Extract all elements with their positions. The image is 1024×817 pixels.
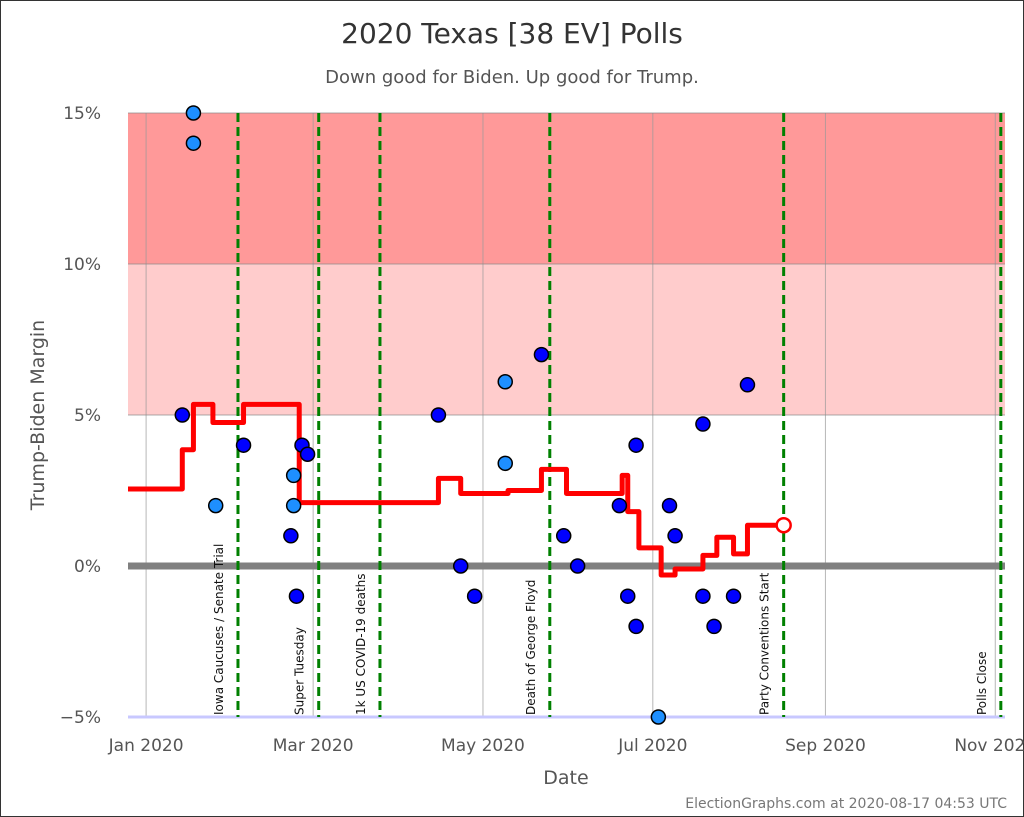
poll-point bbox=[283, 528, 299, 544]
event-label: Polls Close bbox=[975, 651, 989, 715]
y-tick-label: 15% bbox=[63, 104, 101, 124]
poll-point bbox=[466, 588, 483, 604]
y-tick-label: −5% bbox=[60, 708, 101, 728]
average-endpoint bbox=[775, 516, 792, 534]
poll-point bbox=[174, 407, 191, 423]
event-label: Party Conventions Start bbox=[758, 572, 772, 715]
poll-point bbox=[285, 497, 302, 514]
poll-point bbox=[725, 588, 742, 604]
poll-point bbox=[299, 446, 316, 463]
poll-point bbox=[285, 467, 302, 484]
x-tick-label: May 2020 bbox=[441, 736, 525, 756]
x-tick-label: Sep 2020 bbox=[785, 736, 866, 756]
poll-point bbox=[650, 709, 667, 725]
poll-point bbox=[706, 618, 722, 635]
poll-point bbox=[497, 374, 513, 390]
chart-subtitle: Down good for Biden. Up good for Trump. bbox=[325, 67, 699, 88]
x-tick-label: Nov 2020 bbox=[954, 736, 1024, 756]
y-axis-label: Trump-Biden Margin bbox=[27, 320, 49, 511]
poll-point bbox=[667, 528, 683, 544]
x-axis-label: Date bbox=[543, 767, 588, 789]
poll-point bbox=[611, 497, 628, 514]
poll-point bbox=[628, 437, 644, 453]
poll-point bbox=[695, 416, 711, 432]
poll-point bbox=[695, 588, 711, 604]
poll-point bbox=[661, 497, 678, 514]
poll-point bbox=[235, 437, 252, 453]
y-tick-label: 0% bbox=[74, 557, 101, 577]
poll-point bbox=[739, 377, 756, 393]
poll-point bbox=[185, 135, 202, 151]
poll-point bbox=[628, 618, 644, 635]
poll-point bbox=[185, 105, 202, 121]
poll-point bbox=[620, 588, 636, 604]
x-tick-label: Jan 2020 bbox=[108, 736, 184, 756]
y-tick-label: 5% bbox=[74, 406, 101, 426]
event-label: Iowa Caucuses / Senate Trial bbox=[212, 544, 226, 715]
poll-point bbox=[533, 346, 550, 363]
poll-point bbox=[207, 497, 224, 514]
band-0 bbox=[128, 113, 1005, 264]
chart-title: 2020 Texas [38 EV] Polls bbox=[341, 17, 683, 50]
poll-point bbox=[497, 455, 513, 472]
event-label: Super Tuesday bbox=[293, 627, 307, 715]
y-tick-label: 10% bbox=[63, 255, 101, 275]
footer-credit: ElectionGraphs.com at 2020-08-17 04:53 U… bbox=[685, 796, 1007, 812]
poll-point bbox=[452, 558, 469, 574]
x-tick-label: Mar 2020 bbox=[273, 736, 354, 756]
band-1 bbox=[128, 264, 1005, 415]
average-line bbox=[128, 401, 784, 578]
event-label: Death of George Floyd bbox=[524, 580, 538, 715]
poll-point bbox=[555, 528, 572, 544]
event-label: 1k US COVID-19 deaths bbox=[354, 573, 368, 715]
x-tick-label: Jul 2020 bbox=[617, 736, 687, 756]
poll-point bbox=[288, 588, 305, 604]
poll-point bbox=[569, 558, 586, 574]
poll-point bbox=[430, 407, 447, 423]
